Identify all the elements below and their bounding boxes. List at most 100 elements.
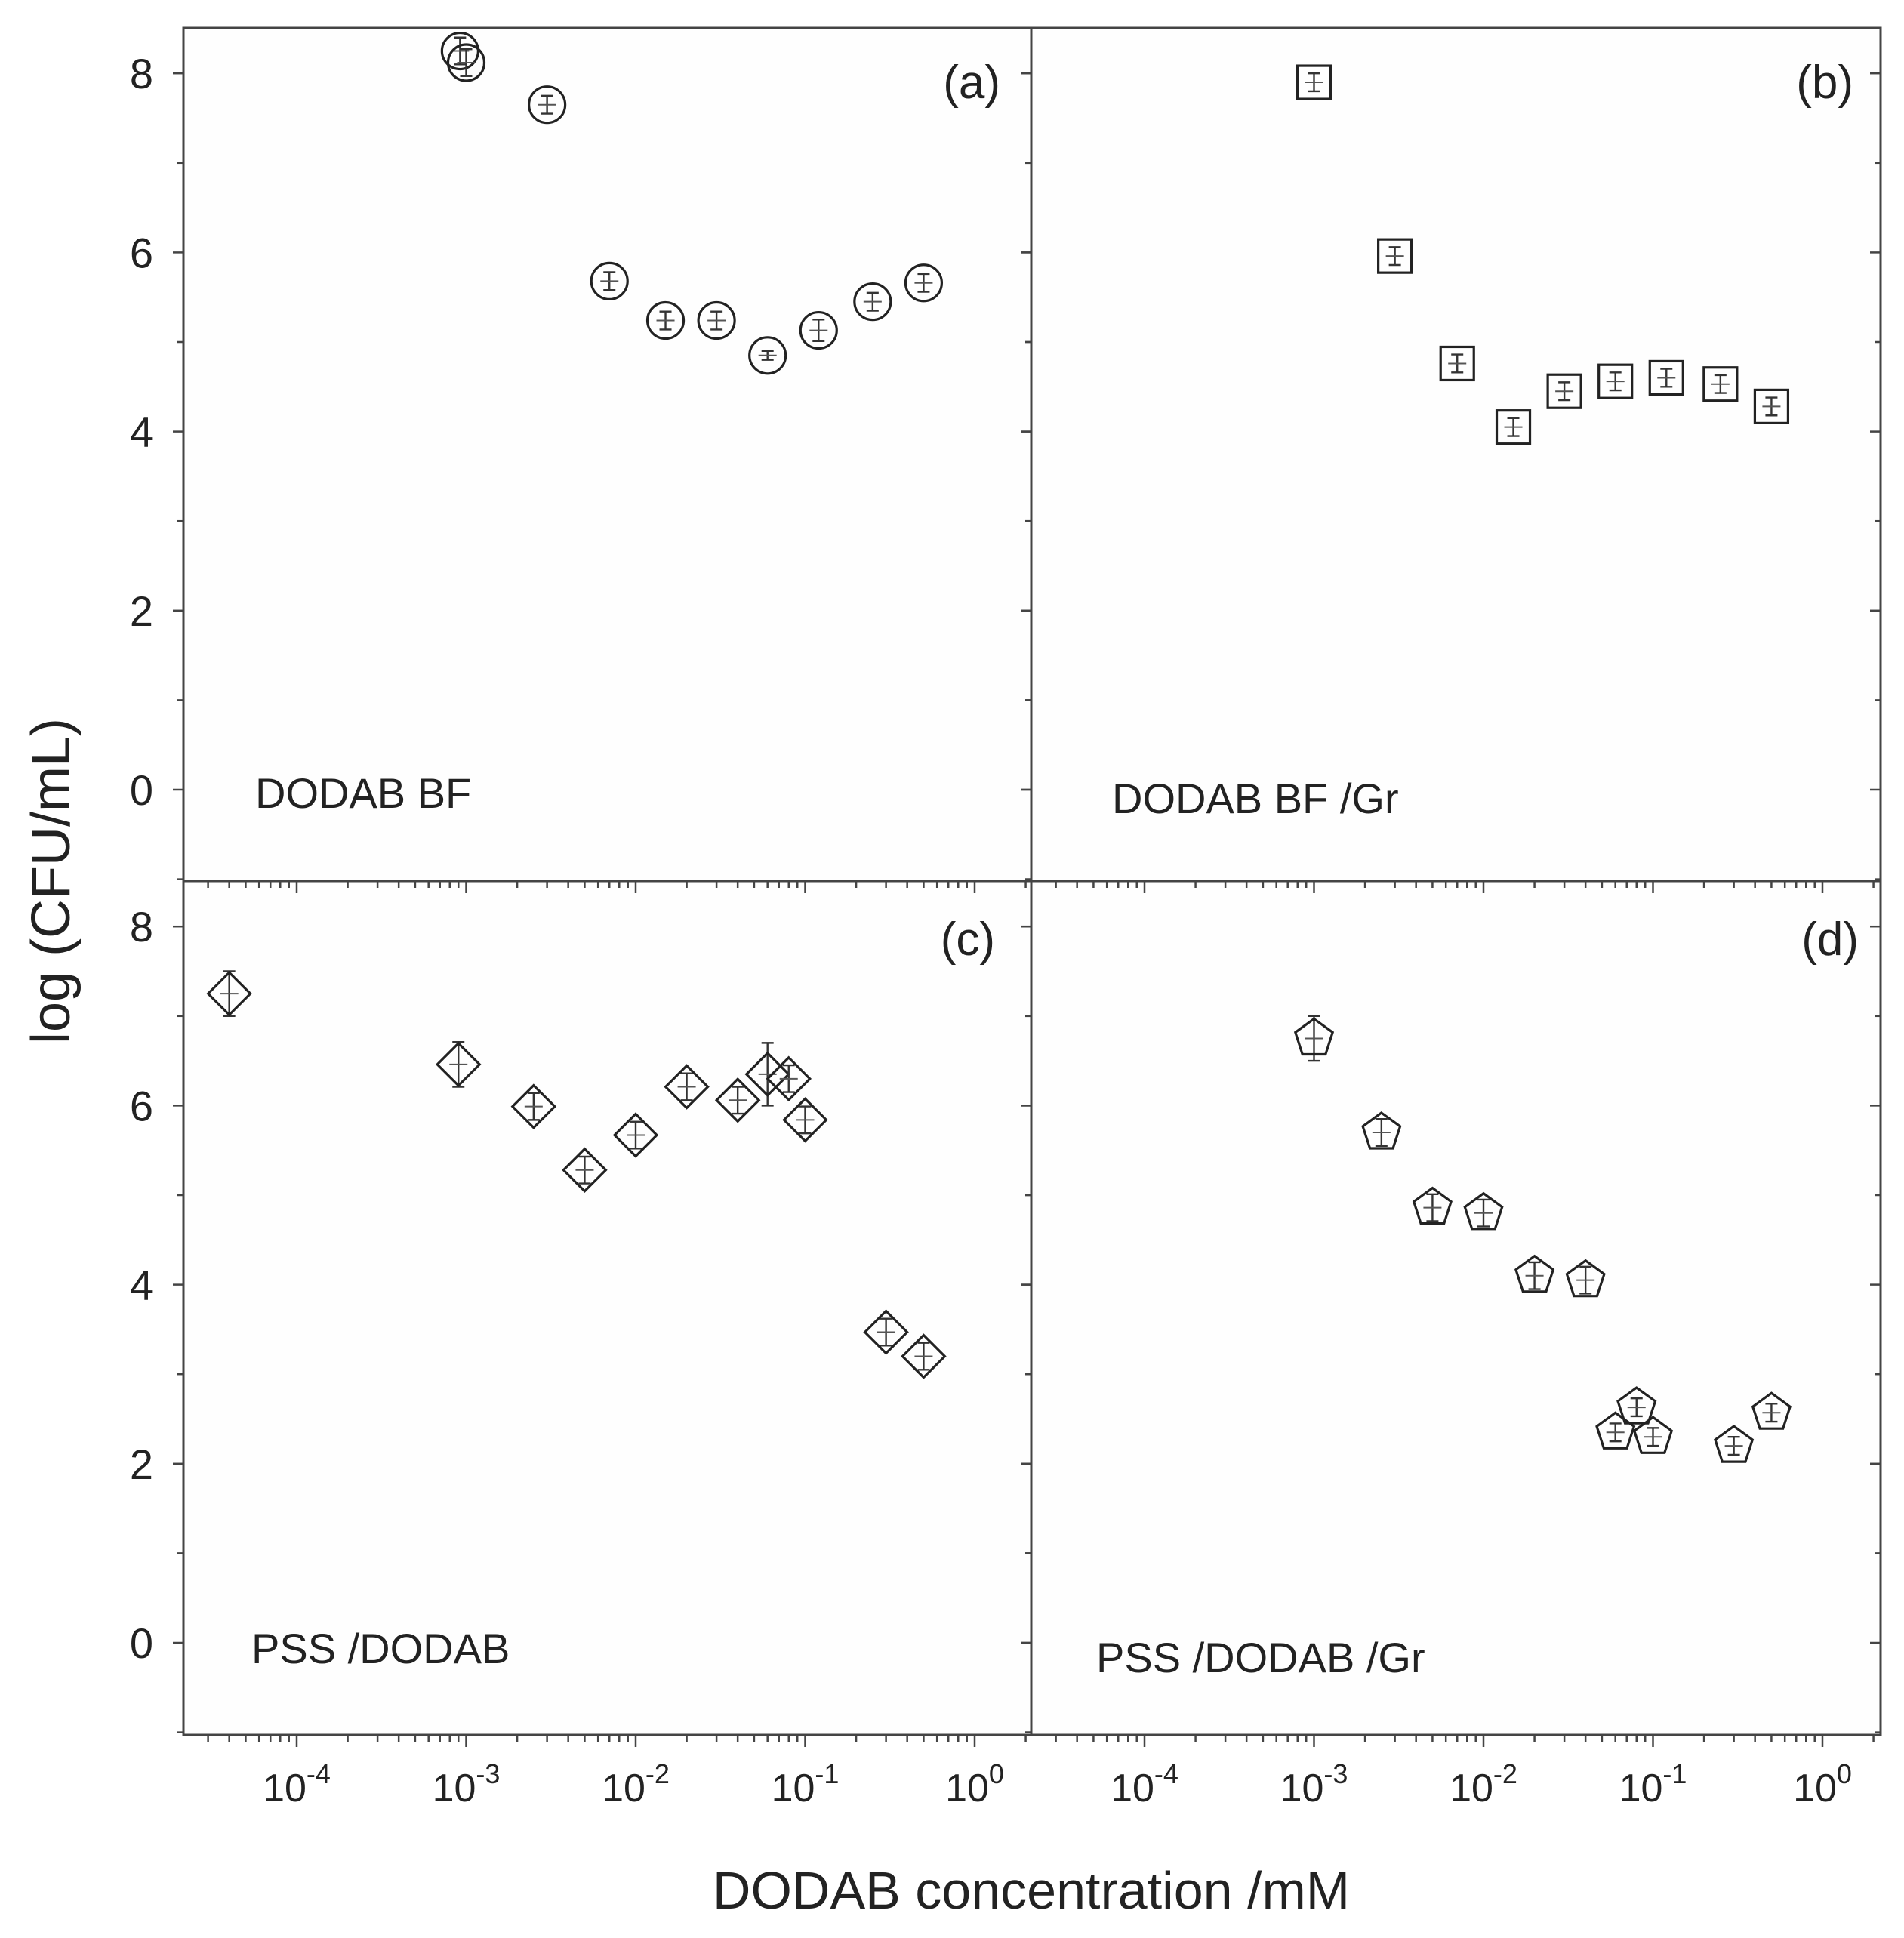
marker-circle xyxy=(697,300,736,340)
x-tick-label: 10-3 xyxy=(433,1758,501,1810)
y-tick-label: 2 xyxy=(130,587,153,635)
x-tick-base: 10 xyxy=(263,1767,307,1810)
marker-pentagon xyxy=(1616,1386,1657,1425)
marker-square xyxy=(1648,359,1684,396)
marker-circle xyxy=(748,336,787,375)
marker-pentagon xyxy=(1361,1111,1402,1150)
data-point xyxy=(645,300,686,340)
x-tick-exponent: -2 xyxy=(645,1758,670,1789)
marker-square xyxy=(1702,366,1739,402)
marker-diamond xyxy=(901,1333,947,1379)
data-point xyxy=(206,970,252,1018)
marker-circle xyxy=(853,282,892,322)
y-tick-label: 8 xyxy=(130,50,153,97)
marker-square xyxy=(1439,345,1475,382)
marker-pentagon xyxy=(1514,1254,1555,1293)
marker-pentagon xyxy=(1632,1416,1674,1454)
marker-square xyxy=(1753,388,1790,424)
marker-pentagon xyxy=(1565,1259,1606,1298)
x-tick-base: 10 xyxy=(1619,1767,1663,1810)
marker-pentagon xyxy=(1412,1186,1453,1225)
x-tick-exponent: 0 xyxy=(989,1758,1004,1789)
panel-label-d: PSS /DODAB /Gr xyxy=(1096,1634,1425,1681)
y-tick-label: 0 xyxy=(130,766,153,814)
data-point xyxy=(664,1064,710,1110)
data-point xyxy=(1463,1191,1504,1231)
marker-circle xyxy=(645,300,686,340)
data-point xyxy=(528,85,567,125)
marker-diamond xyxy=(510,1083,557,1129)
data-point xyxy=(1439,345,1475,382)
data-point xyxy=(904,263,944,303)
marker-circle xyxy=(590,261,629,300)
x-tick-label: 10-3 xyxy=(1280,1758,1348,1810)
x-tick-base: 10 xyxy=(1450,1767,1493,1810)
data-point xyxy=(782,1097,828,1143)
x-tick-exponent: -1 xyxy=(1662,1758,1687,1789)
x-tick-exponent: -4 xyxy=(307,1758,331,1789)
data-point xyxy=(697,300,736,340)
x-tick-label: 100 xyxy=(945,1758,1004,1810)
x-tick-label: 10-2 xyxy=(1450,1758,1517,1810)
marker-circle xyxy=(440,31,479,71)
y-axis-title: log (CFU/mL) xyxy=(21,718,82,1044)
x-tick-exponent: -1 xyxy=(815,1758,839,1789)
x-tick-label: 10-1 xyxy=(1619,1758,1687,1810)
data-point xyxy=(1412,1186,1453,1225)
data-point xyxy=(1565,1259,1606,1298)
marker-diamond xyxy=(612,1112,659,1158)
x-tick-label: 10-4 xyxy=(263,1758,331,1810)
data-point xyxy=(612,1112,659,1158)
data-point xyxy=(744,1042,790,1107)
data-point xyxy=(766,1055,812,1102)
x-tick-label: 10-2 xyxy=(602,1758,670,1810)
marker-pentagon xyxy=(1751,1391,1792,1430)
data-point xyxy=(1597,363,1634,399)
panel-label-a: DODAB BF xyxy=(255,769,471,817)
x-tick-base: 10 xyxy=(1111,1767,1154,1810)
panel-tag-d: (d) xyxy=(1801,914,1859,966)
marker-diamond xyxy=(744,1051,790,1098)
series-d xyxy=(1293,1015,1792,1463)
marker-pentagon xyxy=(1293,1017,1335,1056)
data-point xyxy=(435,1040,482,1088)
marker-square xyxy=(1546,373,1582,409)
marks-layer xyxy=(206,31,1792,1463)
marker-circle xyxy=(799,310,838,350)
data-point xyxy=(1753,388,1790,424)
x-tick-label: 10-4 xyxy=(1111,1758,1178,1810)
data-point xyxy=(1361,1111,1402,1150)
data-point xyxy=(863,1309,909,1355)
data-point xyxy=(1293,1015,1335,1062)
panel-tag-b: (b) xyxy=(1796,57,1853,109)
y-tick-label: 2 xyxy=(130,1440,153,1488)
marker-diamond xyxy=(435,1041,482,1088)
data-point xyxy=(853,282,892,322)
x-tick-base: 10 xyxy=(433,1767,476,1810)
data-point xyxy=(1546,373,1582,409)
marker-diamond xyxy=(714,1077,761,1123)
x-tick-base: 10 xyxy=(602,1767,645,1810)
marker-diamond xyxy=(863,1309,909,1355)
panel-tag-a: (a) xyxy=(943,57,1000,109)
x-tick-exponent: -3 xyxy=(1323,1758,1348,1789)
marker-square xyxy=(1597,363,1634,399)
data-point xyxy=(1751,1391,1792,1430)
data-point xyxy=(1632,1416,1674,1454)
x-tick-base: 10 xyxy=(1280,1767,1324,1810)
x-tick-label: 10-1 xyxy=(772,1758,840,1810)
marker-square xyxy=(1377,238,1413,274)
y-tick-label: 6 xyxy=(130,229,153,276)
data-point xyxy=(1377,238,1413,274)
series-a xyxy=(440,31,944,375)
y-tick-label: 8 xyxy=(130,903,153,951)
data-point xyxy=(748,336,787,375)
marker-square xyxy=(1296,64,1332,100)
x-tick-base: 10 xyxy=(945,1767,989,1810)
x-tick-exponent: -4 xyxy=(1154,1758,1178,1789)
x-tick-base: 10 xyxy=(1793,1767,1837,1810)
panel-label-c: PSS /DODAB xyxy=(251,1625,510,1672)
marker-diamond xyxy=(782,1097,828,1143)
y-tick-label: 4 xyxy=(130,1262,153,1309)
